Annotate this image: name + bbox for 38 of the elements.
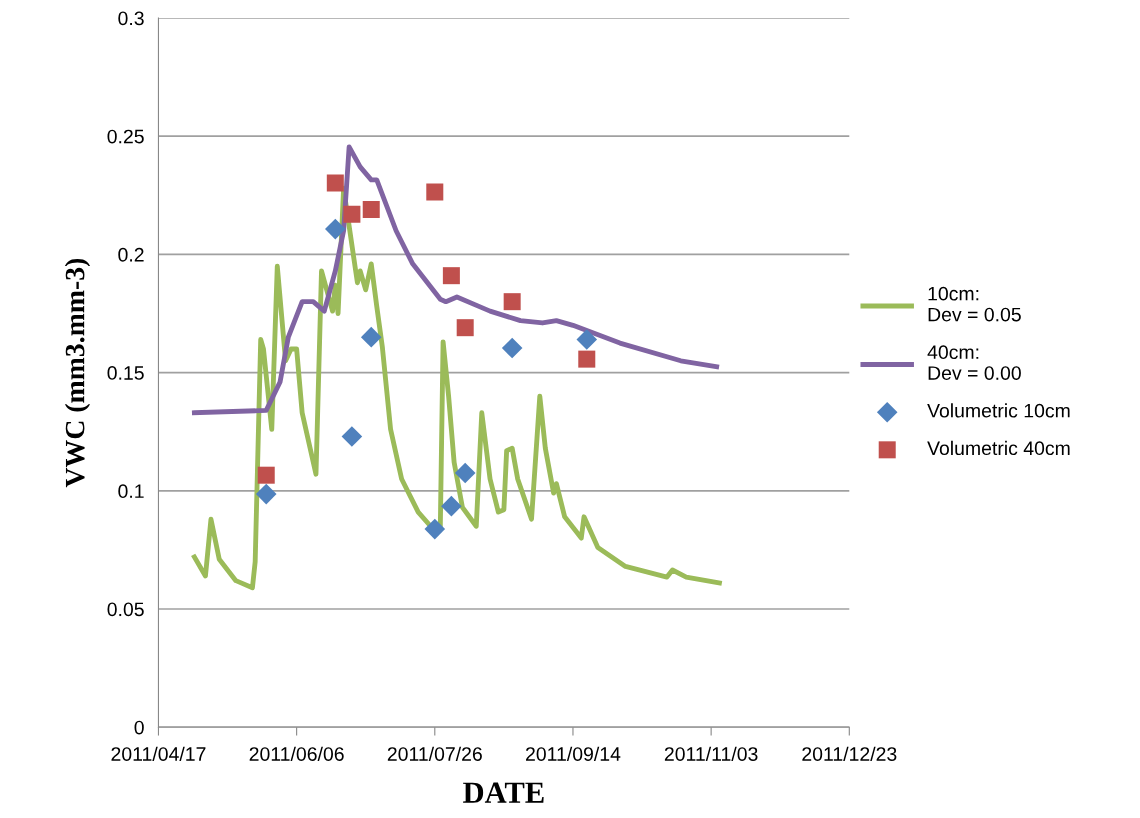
x-tick-label: 2011/06/06 — [249, 746, 344, 761]
y-tick-label: 0.3 — [118, 11, 144, 26]
x-tick-label: 2011/12/23 — [802, 746, 897, 761]
y-tick-label: 0.2 — [118, 247, 144, 262]
point — [255, 483, 277, 505]
y-tick-label: 0.15 — [107, 366, 144, 380]
point — [578, 350, 596, 368]
point — [454, 462, 476, 484]
point — [503, 293, 521, 311]
y-tick-label: 0 — [134, 720, 144, 735]
point — [456, 319, 474, 337]
legend-label: Volumetric 10cm — [927, 403, 1070, 418]
point — [362, 200, 380, 218]
y-tick-label: 0.1 — [118, 484, 144, 499]
x-tick-label: 2011/04/17 — [111, 746, 206, 761]
point — [325, 218, 346, 240]
x-axis-title: DATE — [463, 782, 544, 803]
x-tick-label: 2011/07/26 — [387, 746, 482, 761]
legend-label: 40cm: Dev = 0.00 — [927, 345, 1021, 380]
point — [441, 495, 462, 517]
legend-label: Volumetric 40cm — [927, 440, 1070, 456]
point — [360, 326, 382, 348]
point — [442, 267, 460, 285]
point — [326, 174, 344, 192]
x-tick-label: 2011/11/03 — [664, 746, 758, 761]
x-tick-label: 2011/09/14 — [526, 746, 621, 761]
y-tick-label: 0.05 — [107, 602, 144, 617]
legend-label: 10cm: Dev = 0.05 — [928, 286, 1021, 322]
y-axis-title: VWC (mm3.mm-3) — [64, 258, 91, 488]
point — [576, 329, 598, 350]
y-tick-label: 0.25 — [107, 129, 144, 144]
line-series — [191, 144, 720, 416]
point — [426, 183, 444, 201]
point — [341, 426, 363, 447]
point — [343, 205, 361, 223]
point — [257, 466, 275, 484]
point — [424, 518, 446, 540]
point — [501, 337, 523, 359]
